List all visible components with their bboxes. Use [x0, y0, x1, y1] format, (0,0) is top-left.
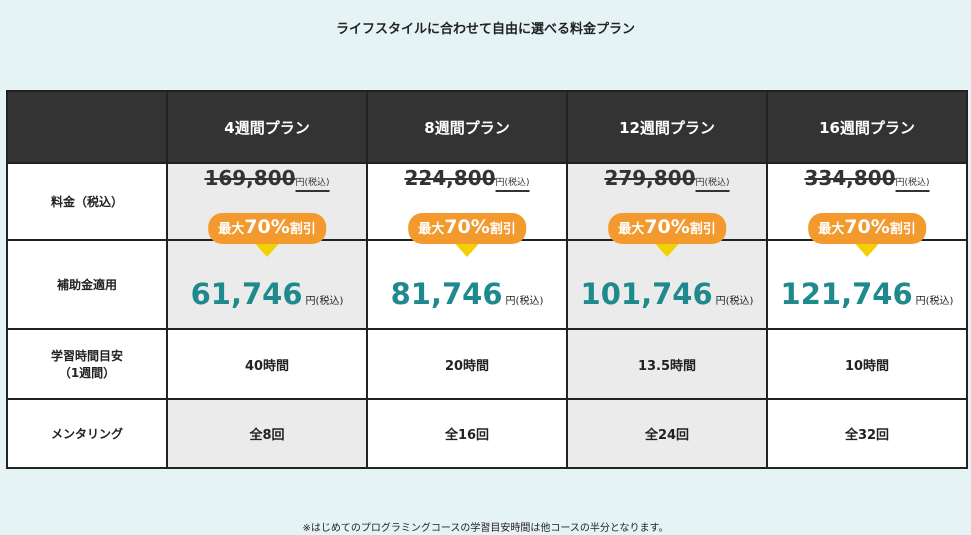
mentoring-16w: 全32回 — [766, 398, 968, 469]
study-time-8w: 20時間 — [366, 328, 568, 400]
subsidized-price: 121,746 円(税込) — [780, 276, 954, 311]
subsidized-price: 61,746 円(税込) — [190, 276, 344, 311]
row-label-study-time: 学習時間目安 （1週間） — [6, 328, 168, 400]
subsidy-cell-8w: 81,746 円(税込) — [366, 239, 568, 330]
original-price: 334,800円(税込) — [804, 166, 930, 190]
plan-header-16w: 16週間プラン — [766, 90, 968, 164]
pricing-table: 4週間プラン 8週間プラン 12週間プラン 16週間プラン 料金（税込） 169… — [6, 90, 968, 469]
study-time-row: 学習時間目安 （1週間） 40時間 20時間 13.5時間 10時間 — [6, 328, 968, 400]
original-price: 279,800円(税込) — [604, 166, 730, 190]
table-header-row: 4週間プラン 8週間プラン 12週間プラン 16週間プラン — [6, 90, 968, 164]
mentoring-8w: 全16回 — [366, 398, 568, 469]
price-cell-16w: 334,800円(税込) 最大70%割引 — [766, 162, 968, 257]
row-label-mentoring: メンタリング — [6, 398, 168, 469]
price-cell-4w: 169,800円(税込) 最大70%割引 — [166, 162, 368, 257]
original-price: 224,800円(税込) — [404, 166, 530, 190]
study-time-16w: 10時間 — [766, 328, 968, 400]
row-label-subsidy: 補助金適用 — [6, 239, 168, 330]
plan-header-12w: 12週間プラン — [566, 90, 768, 164]
original-price: 169,800円(税込) — [204, 166, 330, 190]
discount-badge: 最大70%割引 — [397, 213, 537, 257]
price-cell-12w: 279,800円(税込) 最大70%割引 — [566, 162, 768, 257]
plan-header-4w: 4週間プラン — [166, 90, 368, 164]
header-empty-cell — [6, 90, 168, 164]
discount-badge: 最大70%割引 — [197, 213, 337, 257]
page-heading: ライフスタイルに合わせて自由に選べる料金プラン — [335, 22, 635, 37]
mentoring-row: メンタリング 全8回 全16回 全24回 全32回 — [6, 398, 968, 469]
mentoring-12w: 全24回 — [566, 398, 768, 469]
discount-badge: 最大70%割引 — [597, 213, 737, 257]
subsidized-price: 81,746 円(税込) — [390, 276, 544, 311]
mentoring-4w: 全8回 — [166, 398, 368, 469]
study-time-12w: 13.5時間 — [566, 328, 768, 400]
subsidized-price: 101,746 円(税込) — [580, 276, 754, 311]
plan-header-8w: 8週間プラン — [366, 90, 568, 164]
price-cell-8w: 224,800円(税込) 最大70%割引 — [366, 162, 568, 257]
discount-badge: 最大70%割引 — [797, 213, 937, 257]
footnote: ※はじめてのプログラミングコースの学習目安時間は他コースの半分となります。 — [302, 523, 669, 534]
price-row: 料金（税込） 169,800円(税込) 最大70%割引 224,800円(税込)… — [6, 162, 968, 257]
row-label-price: 料金（税込） — [6, 162, 168, 241]
study-time-4w: 40時間 — [166, 328, 368, 400]
